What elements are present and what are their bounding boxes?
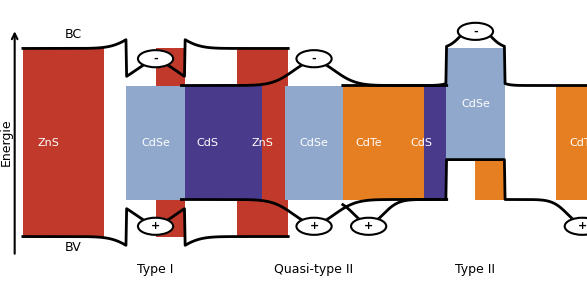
Text: Energie: Energie [0,119,12,166]
Circle shape [296,218,332,235]
Bar [181,86,233,200]
Text: ZnS: ZnS [251,137,274,148]
Text: CdSe: CdSe [461,99,490,109]
Text: -: - [473,26,478,36]
Bar [395,86,447,200]
Circle shape [138,218,173,235]
Bar [23,48,75,237]
Text: CdSe: CdSe [141,137,170,148]
Text: +: + [578,221,587,231]
Text: +: + [364,221,373,231]
Text: Quasi-type II: Quasi-type II [275,263,353,276]
Text: CdS: CdS [410,137,432,148]
Text: Type II: Type II [456,263,495,276]
Bar [285,86,343,200]
Bar [556,86,587,200]
Bar [446,48,505,160]
Text: +: + [151,221,160,231]
Bar [285,86,343,200]
Circle shape [565,218,587,235]
Text: BC: BC [65,28,82,41]
Bar [237,48,288,237]
Text: -: - [153,54,158,64]
Text: Type I: Type I [137,263,174,276]
Bar [475,86,505,200]
Text: ZnS: ZnS [38,137,60,148]
Circle shape [296,50,332,67]
Text: CdS: CdS [196,137,218,148]
Circle shape [351,218,386,235]
Bar [156,48,185,237]
Text: -: - [312,54,316,64]
Bar [233,86,262,200]
Text: BV: BV [65,241,82,255]
Circle shape [458,23,493,40]
Circle shape [138,50,173,67]
Text: CdTe: CdTe [569,137,587,148]
Bar [343,86,394,200]
Bar [446,48,505,160]
Text: CdSe: CdSe [299,137,329,148]
Bar [75,48,104,237]
Bar [394,86,424,200]
Bar [314,86,343,200]
Text: +: + [309,221,319,231]
Bar [126,86,185,200]
Text: CdTe: CdTe [355,137,382,148]
Bar [126,86,185,200]
